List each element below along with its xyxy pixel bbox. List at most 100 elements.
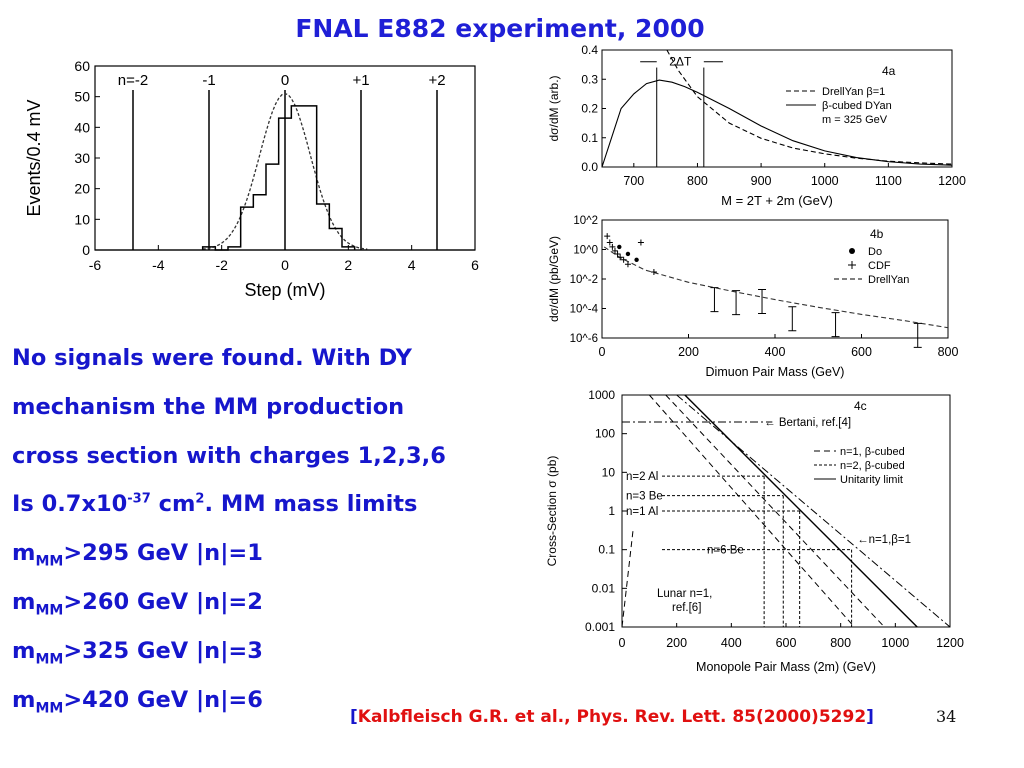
y-tick-label: 0 (82, 242, 90, 258)
y-tick-label: 60 (74, 58, 90, 74)
x-axis-label: Monopole Pair Mass (2m) (GeV) (696, 660, 876, 674)
x-axis-label: Step (mV) (244, 280, 325, 300)
d0-point (617, 244, 622, 250)
y-tick-label: 0.1 (598, 543, 615, 557)
legend-label: Unitarity limit (840, 474, 903, 486)
step-marker-label: +1 (352, 72, 369, 89)
upper-limit-bar (913, 322, 922, 348)
text-line-4: Is 0.7x10-37 cm2. MM mass limits (12, 491, 418, 518)
cdf-point (609, 243, 616, 250)
upper-limit-bar (710, 287, 719, 313)
step-marker-label: 0 (281, 72, 289, 89)
y-tick-label: 50 (74, 89, 90, 105)
x-tick-label: 0 (619, 636, 626, 650)
legend-label: n=1, β-cubed (840, 446, 905, 458)
legend-label: β-cubed DYan (822, 100, 892, 112)
y-tick-label: 10^-4 (570, 304, 599, 316)
x-tick-label: 400 (721, 636, 742, 650)
bertani-line (676, 394, 951, 628)
x-tick-label: 800 (938, 345, 959, 359)
annotation-experiment: n=1 Al (626, 506, 658, 518)
y-tick-label: 20 (74, 181, 90, 197)
n2-beta-cubed-line (648, 394, 855, 628)
x-tick-label: 1100 (875, 174, 902, 188)
lunar-line (621, 531, 634, 628)
upper-limit-bar (758, 288, 767, 314)
legend-label: Do (868, 246, 882, 258)
upper-limit-bar (788, 306, 797, 332)
legend-label: m = 325 GeV (822, 114, 888, 126)
panel-label: 4b (870, 227, 884, 241)
y-tick-label: 0.0 (581, 160, 598, 174)
annotation-experiment: n=3 Be (626, 491, 663, 503)
step-marker-label: -1 (202, 72, 215, 89)
y-tick-label: 10^-2 (570, 274, 598, 286)
x-tick-label: 1200 (938, 174, 966, 188)
legend-marker-cdf (848, 261, 856, 269)
legend-label: n=2, β-cubed (840, 460, 905, 472)
gaussian-fit-curve (202, 92, 368, 250)
chart-4c: 0 200 400 600 800 1000 1200 0.001 0.01 0.1 1 10 100 1… (545, 388, 964, 674)
upper-limit-bar (831, 312, 840, 338)
x-tick-label: 1000 (881, 636, 909, 650)
legend-label: CDF (868, 260, 891, 272)
cdf-point (624, 261, 631, 268)
y-tick-label: 0.4 (581, 43, 598, 57)
step-marker-label: n=-2 (118, 72, 148, 89)
x-tick-label: 400 (765, 345, 786, 359)
x-tick-label: 0 (599, 345, 606, 359)
cdf-point (614, 250, 621, 257)
y-tick-label: 0.3 (581, 72, 598, 86)
y-tick-label: 0.2 (581, 102, 598, 116)
mass-limit-n3: mMM>325 GeV |n|=3 (12, 637, 263, 668)
histogram-steps (201, 105, 356, 251)
legend-label: DrellYan β=1 (822, 86, 885, 98)
y-tick-label: 1 (608, 504, 615, 518)
y-axis-label: Cross-Section σ (pb) (545, 456, 559, 567)
mass-limit-n2: mMM>260 GeV |n|=2 (12, 588, 263, 619)
text-line-3: cross section with charges 1,2,3,6 (12, 442, 446, 469)
text-line-1: No signals were found. With DY (12, 345, 412, 371)
annotation-experiment: n=2 Al (626, 471, 658, 483)
x-tick-label: 200 (666, 636, 687, 650)
cdf-point (637, 239, 644, 246)
unitarity-limit-line (684, 394, 918, 628)
x-tick-label: 900 (751, 174, 772, 188)
annotation-bertani: ← Bertani, ref.[4] (764, 417, 851, 429)
x-tick-label: 800 (830, 636, 851, 650)
annotation-lunar: Lunar n=1, (657, 588, 712, 600)
summary-text: No signals were found. With DY mechanism… (12, 334, 512, 724)
cdf-point (604, 233, 611, 240)
x-tick-label: -2 (215, 257, 228, 273)
panel-label: 4a (882, 64, 896, 78)
y-axis-label: dσ/dM (arb.) (547, 75, 561, 141)
text-line-2: mechanism the MM production (12, 393, 405, 420)
x-tick-label: 600 (776, 636, 797, 650)
cdf-point (620, 256, 627, 263)
x-tick-label: -6 (89, 257, 102, 273)
chart-4b: 0 200 400 600 800 10^2 10^0 10^-2 10^-4 10^-6 Dimu… (547, 215, 959, 379)
delta-t-annotation: 2ΔT (669, 55, 692, 69)
mass-limit-n6: mMM>420 GeV |n|=6 (12, 686, 263, 717)
y-tick-label: 10 (74, 211, 90, 227)
y-tick-label: 10^2 (573, 215, 598, 227)
x-axis-label: M = 2T + 2m (GeV) (721, 193, 833, 208)
y-tick-label: 10^-6 (570, 333, 598, 345)
x-tick-label: 4 (408, 257, 416, 273)
n1-beta-cubed-line (665, 394, 885, 628)
y-tick-label: 30 (74, 150, 90, 166)
plot-frame (601, 49, 953, 168)
series-curve (601, 79, 953, 168)
slide-title: FNAL E882 experiment, 2000 (295, 14, 705, 43)
legend-marker-d0 (849, 248, 855, 254)
drellyan-curve (603, 246, 949, 329)
annotation-lunar-ref: ref.[6] (672, 602, 701, 614)
x-tick-label: 800 (687, 174, 708, 188)
y-tick-label: 1000 (588, 388, 615, 402)
y-axis-label: dσ/dM (pb/GeV) (547, 236, 561, 322)
y-tick-label: 100 (595, 427, 615, 441)
step-marker-label: +2 (428, 72, 445, 89)
x-tick-label: 6 (471, 257, 479, 273)
cdf-point (606, 239, 613, 246)
cdf-point (611, 247, 618, 254)
